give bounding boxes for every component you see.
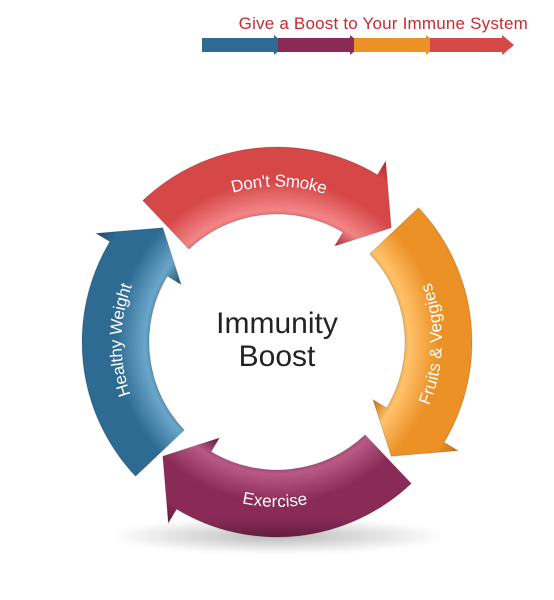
cycle-diagram: Don't SmokeFruits & VeggiesExerciseHealt… <box>0 52 554 572</box>
header-arrow-bar <box>0 38 528 52</box>
main-title: Give a Boost to Your Immune System <box>0 14 528 34</box>
header-arrow-1 <box>202 38 278 52</box>
header-arrow-3 <box>354 38 430 52</box>
center-line-1: Immunity <box>216 307 338 340</box>
drop-shadow <box>107 518 447 554</box>
header-arrow-4 <box>430 38 506 52</box>
center-label: Immunity Boost <box>216 307 338 373</box>
header: Give a Boost to Your Immune System <box>0 0 554 52</box>
header-arrow-2 <box>278 38 354 52</box>
center-line-2: Boost <box>239 340 316 373</box>
